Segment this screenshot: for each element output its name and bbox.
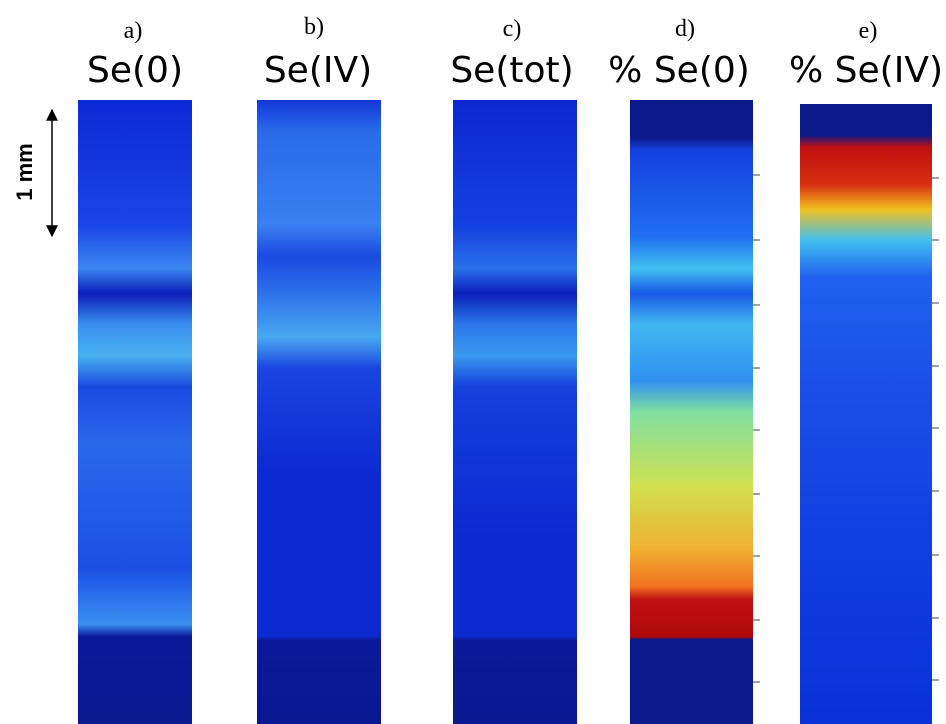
panel-ticks xyxy=(753,174,939,683)
panel-image xyxy=(257,100,381,724)
panel-image xyxy=(78,100,192,724)
panel-letter: e) xyxy=(859,18,878,44)
panel-letter: d) xyxy=(675,16,695,42)
panel-title: % Se(IV) xyxy=(789,50,943,91)
panel-letter: c) xyxy=(503,16,522,42)
panel-title: Se(tot) xyxy=(450,50,573,91)
panel-letter: a) xyxy=(124,18,143,44)
scale-label: 1 mm xyxy=(12,143,37,200)
panel-title: Se(IV) xyxy=(264,50,372,91)
panel-title: Se(0) xyxy=(87,50,183,91)
panel-image xyxy=(453,100,577,724)
panel-letter: b) xyxy=(304,14,324,40)
panel-image xyxy=(630,100,753,724)
panel-title: % Se(0) xyxy=(608,50,750,91)
panel-image xyxy=(800,104,932,724)
